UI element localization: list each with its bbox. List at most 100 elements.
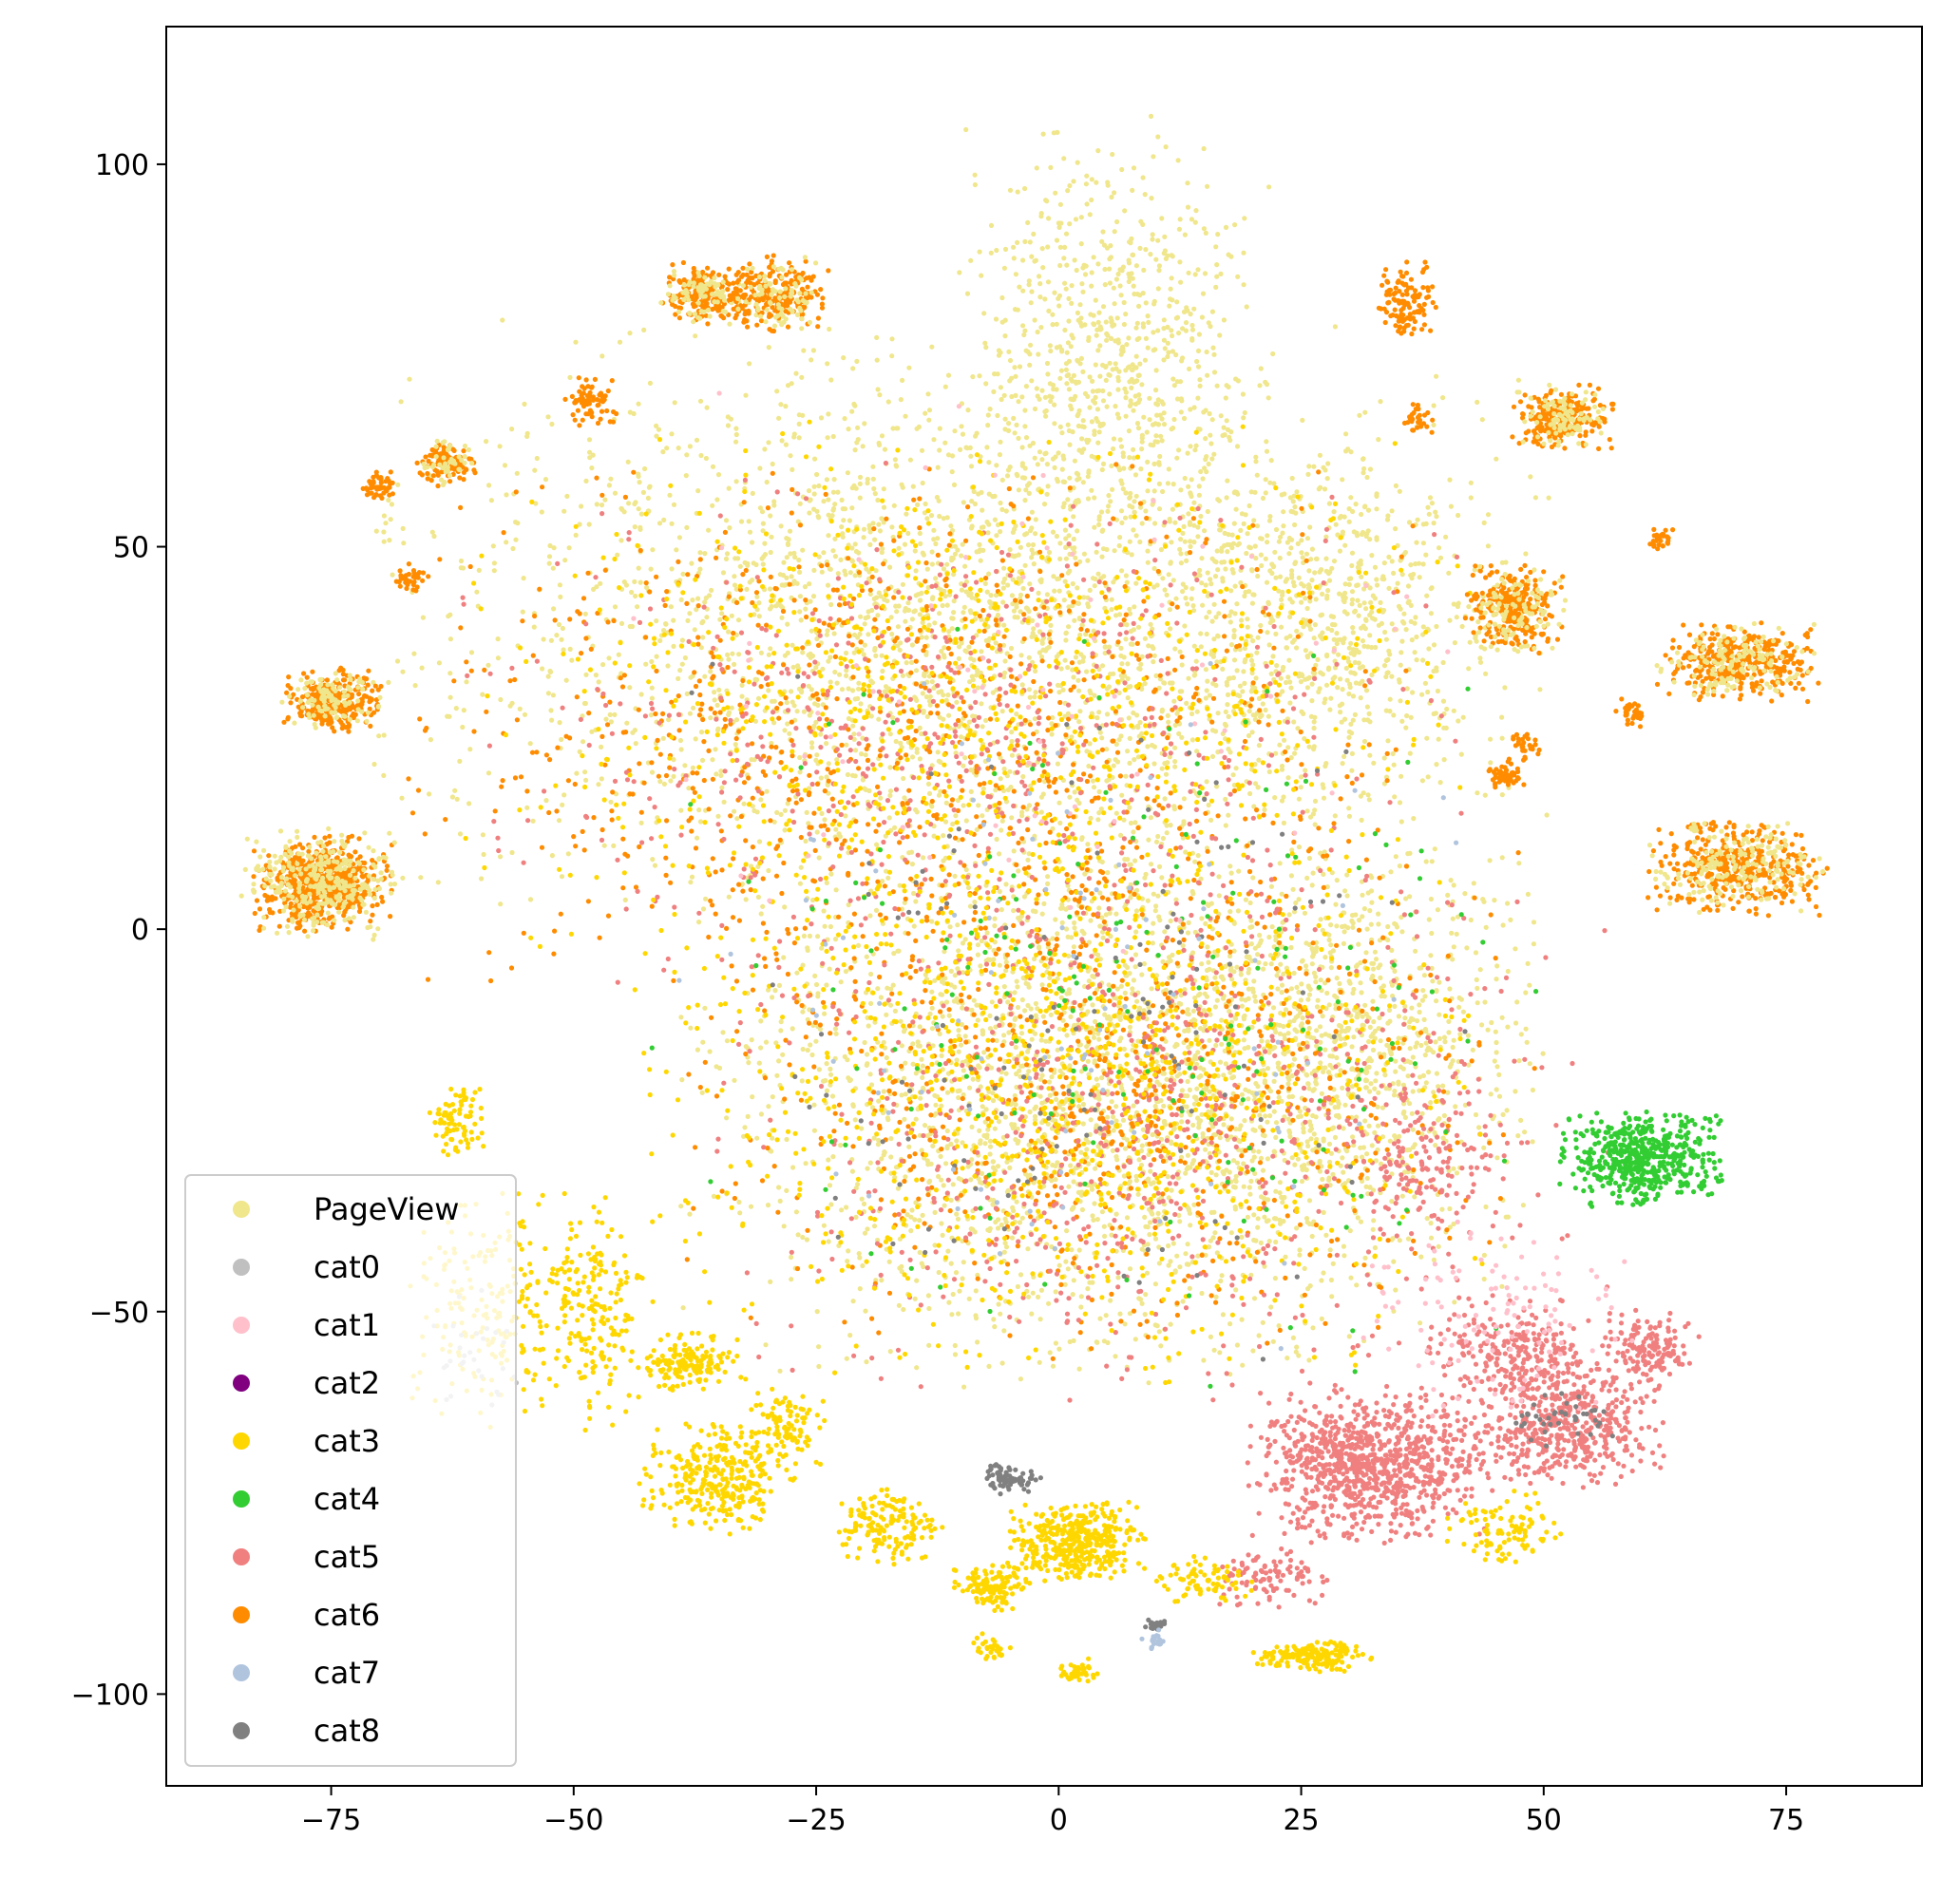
point xyxy=(801,709,808,714)
point xyxy=(1117,1311,1123,1317)
point xyxy=(1326,1141,1333,1147)
point xyxy=(849,505,855,511)
point xyxy=(1232,1185,1238,1190)
point xyxy=(513,537,519,542)
point xyxy=(839,524,845,530)
point xyxy=(878,795,884,801)
point xyxy=(1132,858,1138,863)
point xyxy=(524,433,530,439)
point xyxy=(1183,596,1189,601)
point xyxy=(710,757,715,763)
point xyxy=(1271,1109,1277,1114)
point xyxy=(640,489,647,496)
point xyxy=(1434,373,1439,379)
point xyxy=(1204,967,1210,974)
point xyxy=(1306,1086,1312,1091)
point xyxy=(1084,749,1090,754)
point xyxy=(1161,1103,1167,1109)
point xyxy=(698,730,705,735)
point xyxy=(504,540,509,545)
point xyxy=(939,1053,944,1058)
point xyxy=(999,818,1005,824)
point xyxy=(841,355,847,361)
point xyxy=(1113,1154,1119,1160)
point xyxy=(1184,558,1189,564)
point xyxy=(890,426,896,431)
point xyxy=(1500,1111,1506,1117)
point xyxy=(1466,666,1472,672)
point xyxy=(938,587,943,593)
point xyxy=(1155,833,1161,840)
point xyxy=(1520,1203,1526,1208)
point xyxy=(875,497,881,503)
point xyxy=(661,781,668,787)
point xyxy=(1143,1224,1149,1229)
point xyxy=(797,609,803,615)
point xyxy=(1057,905,1064,911)
point xyxy=(833,826,839,832)
point xyxy=(963,866,969,873)
point xyxy=(690,598,695,603)
point xyxy=(1283,1007,1289,1013)
point xyxy=(917,756,923,762)
point xyxy=(649,685,655,691)
point xyxy=(999,506,1005,513)
point xyxy=(1001,766,1007,772)
point xyxy=(1159,875,1165,881)
point xyxy=(1122,1146,1129,1151)
point xyxy=(1413,561,1418,567)
point xyxy=(902,1116,907,1122)
point xyxy=(766,688,771,693)
point xyxy=(1346,576,1352,581)
point xyxy=(1481,1276,1487,1282)
point xyxy=(838,979,844,985)
point xyxy=(1310,1325,1316,1331)
point xyxy=(968,768,974,773)
point xyxy=(495,636,501,642)
point xyxy=(950,616,956,621)
point xyxy=(1049,1074,1055,1080)
point xyxy=(962,563,968,569)
point xyxy=(1088,1117,1094,1123)
point xyxy=(796,435,802,441)
point xyxy=(857,1255,863,1261)
point xyxy=(902,795,907,801)
point xyxy=(1122,857,1128,863)
point xyxy=(1151,443,1156,448)
point xyxy=(1036,1294,1041,1299)
point xyxy=(723,556,730,562)
point xyxy=(856,686,862,692)
point xyxy=(1477,655,1483,661)
point xyxy=(702,551,708,557)
point xyxy=(1113,1104,1119,1110)
point xyxy=(1249,1158,1255,1164)
point xyxy=(1185,1152,1190,1158)
point xyxy=(1198,513,1204,520)
point xyxy=(1146,837,1151,843)
point xyxy=(961,1384,967,1390)
point xyxy=(895,948,901,954)
point xyxy=(1133,929,1139,935)
point xyxy=(532,467,538,473)
point xyxy=(1494,977,1499,982)
point xyxy=(703,595,709,601)
point xyxy=(1263,1113,1268,1119)
point xyxy=(1177,1072,1183,1077)
point xyxy=(1255,785,1261,790)
point xyxy=(1499,1015,1505,1020)
point xyxy=(1091,1217,1096,1223)
point xyxy=(1331,559,1338,564)
point xyxy=(1019,682,1025,688)
point xyxy=(809,628,814,634)
point xyxy=(1403,627,1409,633)
point xyxy=(1183,1170,1189,1176)
point xyxy=(1350,508,1356,515)
point xyxy=(809,740,815,746)
point xyxy=(1390,1236,1396,1242)
point xyxy=(666,717,672,723)
point xyxy=(1005,787,1011,793)
point xyxy=(1094,1339,1099,1345)
point xyxy=(1191,1055,1197,1061)
point xyxy=(1106,493,1112,499)
point xyxy=(1076,1247,1082,1253)
